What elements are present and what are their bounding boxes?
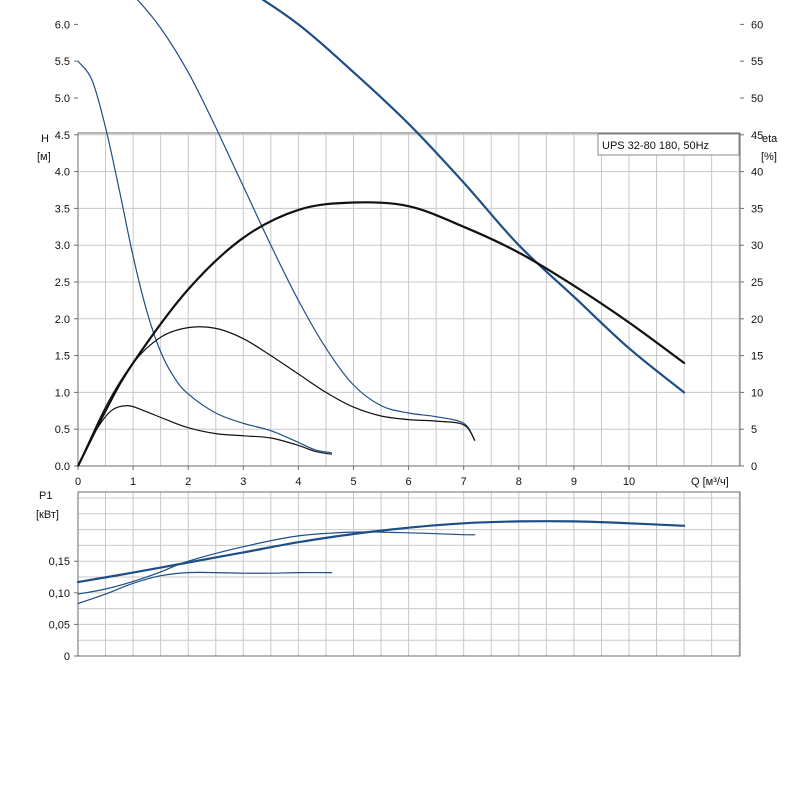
power-curve-2 <box>77 531 476 595</box>
y-tick-label: 1.0 <box>55 387 70 399</box>
y2-tick-label: 60 <box>751 19 763 31</box>
power-curve-1 <box>76 520 686 584</box>
efficiency-curve-5 <box>77 326 476 467</box>
power-chart-grid <box>78 492 740 656</box>
y-tick-label: 1.5 <box>55 351 70 363</box>
y-tick-label: 3.5 <box>55 203 70 215</box>
y2-tick-label: 55 <box>751 56 763 68</box>
y2-tick-label: 5 <box>751 424 757 436</box>
legend-box <box>597 133 740 156</box>
x-tick-label: 1 <box>130 476 136 488</box>
y2-tick-label: 0 <box>751 461 757 473</box>
efficiency-curve-6 <box>77 405 333 467</box>
legend-text: UPS 32-80 180, 50Hz <box>602 140 709 152</box>
power-tick-label: 0,15 <box>49 556 70 568</box>
y-tick-label: 3.0 <box>55 240 70 252</box>
power-chart-series <box>76 520 686 605</box>
power-chart-ticks: 0 0,05 0,10 0,15 <box>49 556 78 663</box>
x-tick-label: 9 <box>571 476 577 488</box>
x-tick-label: 6 <box>406 476 412 488</box>
y2-tick-label: 25 <box>751 277 763 289</box>
y2-tick-label: 50 <box>751 93 763 105</box>
y2-tick-label: 40 <box>751 167 763 179</box>
y2-tick-label: 45 <box>751 130 763 142</box>
head-curve-3 <box>77 60 333 454</box>
x-tick-label: 4 <box>295 476 301 488</box>
x-tick-label: 8 <box>516 476 522 488</box>
y-tick-label: 5.5 <box>55 56 70 68</box>
left-axis-label-symbol: H <box>41 133 49 145</box>
x-tick-label: 3 <box>240 476 246 488</box>
x-tick-label: 2 <box>185 476 191 488</box>
power-tick-label: 0,10 <box>49 588 70 600</box>
x-tick-label: 7 <box>461 476 467 488</box>
power-curve-3 <box>77 571 333 605</box>
x-axis-label: Q [м³/ч] <box>691 476 729 488</box>
x-tick-label: 5 <box>350 476 356 488</box>
y-tick-label: 2.5 <box>55 277 70 289</box>
y-tick-label: 0.5 <box>55 424 70 436</box>
x-tick-label: 10 <box>623 476 635 488</box>
head-chart-series <box>76 0 686 468</box>
right-axis-label-symbol: eta <box>762 133 778 145</box>
head-curve-2 <box>136 0 476 441</box>
y2-tick-label: 15 <box>751 351 763 363</box>
power-axis-label-symbol: P1 <box>39 490 52 502</box>
left-axis-label-unit: [м] <box>37 151 51 163</box>
y2-tick-label: 20 <box>751 314 763 326</box>
y-tick-label: 6.0 <box>55 19 70 31</box>
power-axis-label-unit: [кВт] <box>36 509 59 521</box>
right-axis-label-unit: [%] <box>761 151 777 163</box>
y2-tick-label: 30 <box>751 240 763 252</box>
power-tick-label: 0 <box>64 651 70 663</box>
power-chart-frame <box>77 491 741 657</box>
y2-tick-label: 35 <box>751 203 763 215</box>
head-chart-grid <box>78 133 740 466</box>
y-tick-label: 4.0 <box>55 167 70 179</box>
x-tick-label: 0 <box>75 476 81 488</box>
power-tick-label: 0,05 <box>49 619 70 631</box>
y-tick-label: 5.0 <box>55 93 70 105</box>
head-curve-1 <box>261 0 686 394</box>
head-chart-ticks: 0.0 0.5 1.0 1.5 2.0 2.5 3.0 3.5 4.0 4.5 5.0 5.5 6.0 6… <box>55 19 764 488</box>
y-tick-label: 2.0 <box>55 314 70 326</box>
y-tick-label: 4.5 <box>55 130 70 142</box>
y-tick-label: 0.0 <box>55 461 70 473</box>
y2-tick-label: 10 <box>751 387 763 399</box>
